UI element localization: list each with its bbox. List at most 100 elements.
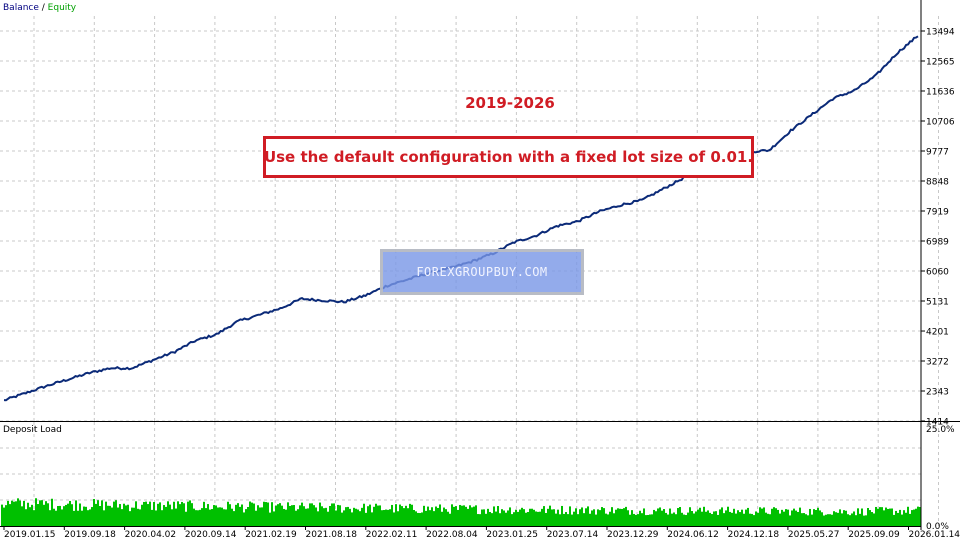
- deposit-load-bars: [1, 498, 921, 526]
- deposit-load-bar: [379, 505, 381, 526]
- deposit-load-bar: [359, 511, 361, 526]
- deposit-load-bar: [783, 511, 785, 526]
- deposit-load-bar: [245, 509, 247, 526]
- deposit-load-bar: [841, 513, 843, 526]
- deposit-load-bar: [31, 504, 33, 526]
- deposit-load-bar: [417, 512, 419, 526]
- deposit-load-bar: [163, 505, 165, 526]
- deposit-load-bar: [737, 510, 739, 526]
- deposit-load-bar: [419, 513, 421, 526]
- deposit-load-bar: [789, 515, 791, 526]
- deposit-load-bar: [857, 508, 859, 526]
- deposit-load-bar: [309, 503, 311, 526]
- deposit-load-bar: [697, 509, 699, 526]
- deposit-load-bar: [159, 502, 161, 526]
- deposit-load-bar: [29, 507, 31, 526]
- deposit-load-bar: [299, 505, 301, 526]
- deposit-load-bar: [719, 509, 721, 526]
- deposit-load-bar: [471, 507, 473, 526]
- deposit-load-bar: [103, 510, 105, 526]
- deposit-load-bar: [377, 505, 379, 526]
- x-axis-labels: 2019.01.15 2019.09.18 2020.04.02 2020.09.14…: [3, 526, 960, 540]
- deposit-load-bar: [429, 510, 431, 526]
- deposit-load-bar: [855, 515, 857, 526]
- deposit-load-bar: [689, 507, 691, 526]
- deposit-load-bar: [445, 509, 447, 526]
- deposit-load-bar: [729, 511, 731, 526]
- deposit-load-bar: [399, 504, 401, 526]
- deposit-load-bar: [619, 508, 621, 526]
- deposit-load-bar: [291, 505, 293, 526]
- deposit-load-bar: [593, 509, 595, 526]
- deposit-load-bar: [287, 502, 289, 526]
- deposit-load-bar: [605, 513, 607, 526]
- deposit-load-bar: [27, 502, 29, 526]
- deposit-load-bar: [683, 514, 685, 526]
- deposit-load-bar: [749, 513, 751, 526]
- deposit-load-bar: [653, 509, 655, 526]
- deposit-load-bar: [775, 508, 777, 526]
- deposit-load-bar: [199, 509, 201, 526]
- deposit-load-bar: [297, 509, 299, 526]
- deposit-load-bar: [285, 509, 287, 526]
- deposit-load-bar: [101, 500, 103, 526]
- deposit-load-bar: [45, 501, 47, 526]
- deposit-load-bar: [229, 504, 231, 526]
- deposit-load-bar: [109, 505, 111, 526]
- x-tick-label: 2022.02.11: [366, 530, 418, 540]
- deposit-load-bar: [231, 508, 233, 526]
- y-tick-label: 6989: [926, 238, 949, 248]
- deposit-load-bar: [385, 509, 387, 526]
- deposit-load-bar: [863, 515, 865, 526]
- deposit-load-bar: [829, 514, 831, 526]
- deposit-load-bar: [529, 508, 531, 526]
- deposit-load-bar: [701, 511, 703, 526]
- deposit-load-bar: [469, 505, 471, 526]
- deposit-load-bar: [57, 506, 59, 526]
- deposit-load-bar: [115, 500, 117, 526]
- deposit-load-bar: [583, 513, 585, 526]
- deposit-load-bar: [33, 510, 35, 526]
- deposit-load-bar: [39, 500, 41, 526]
- deposit-load-bar: [685, 515, 687, 526]
- deposit-load-bar: [233, 511, 235, 526]
- deposit-load-bar: [531, 508, 533, 526]
- deposit-load-bar: [153, 502, 155, 526]
- deposit-load-bar: [235, 504, 237, 526]
- deposit-load-bar: [279, 503, 281, 526]
- deposit-load-bar: [123, 503, 125, 526]
- deposit-load-bar: [321, 506, 323, 526]
- deposit-load-bar: [733, 508, 735, 526]
- deposit-load-bar: [413, 509, 415, 526]
- deposit-load-bar: [803, 513, 805, 526]
- deposit-load-bar: [587, 506, 589, 526]
- deposit-load-bar: [455, 506, 457, 526]
- deposit-load-bar: [363, 503, 365, 526]
- deposit-load-bar: [459, 504, 461, 526]
- deposit-load-bar: [283, 508, 285, 526]
- deposit-load-bar: [425, 510, 427, 526]
- deposit-load-bar: [917, 506, 919, 526]
- deposit-load-bar: [687, 512, 689, 526]
- deposit-load-bar: [335, 510, 337, 526]
- deposit-load-bar: [711, 514, 713, 526]
- deposit-load-bar: [799, 507, 801, 526]
- deposit-load-bar: [751, 513, 753, 526]
- deposit-load-bar: [825, 514, 827, 526]
- y-tick-label: 8848: [926, 177, 949, 187]
- deposit-load-bar: [861, 508, 863, 526]
- deposit-load-bar: [665, 512, 667, 526]
- deposit-load-bar: [503, 510, 505, 526]
- deposit-load-bar: [237, 503, 239, 526]
- deposit-load-bar: [151, 509, 153, 526]
- deposit-load-bar: [209, 509, 211, 526]
- y-tick-label: 3272: [926, 358, 949, 368]
- deposit-load-bar: [519, 509, 521, 526]
- deposit-load-bar: [709, 512, 711, 526]
- deposit-load-bar: [307, 508, 309, 526]
- deposit-load-bar: [869, 510, 871, 526]
- main-grid: [0, 16, 939, 422]
- deposit-load-bar: [831, 514, 833, 526]
- deposit-load-bar: [849, 515, 851, 526]
